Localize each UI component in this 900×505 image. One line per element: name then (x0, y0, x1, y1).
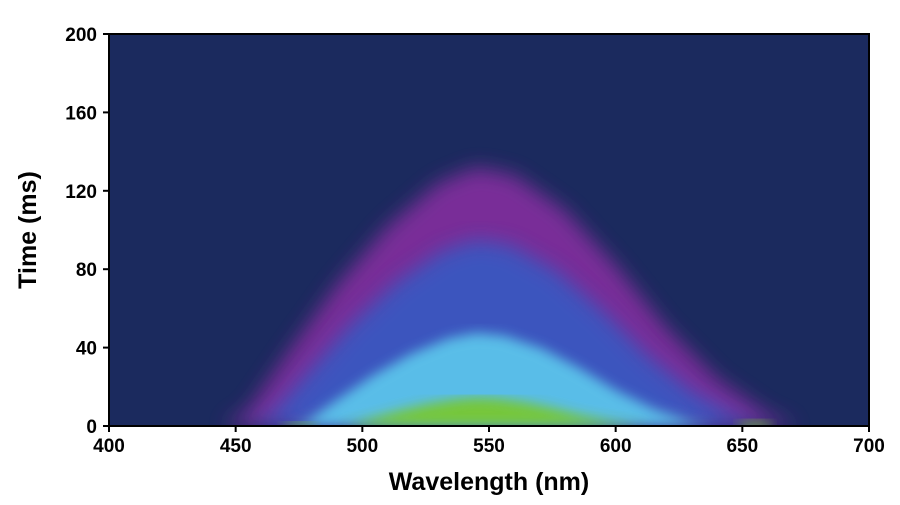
x-tick-label: 650 (726, 436, 758, 457)
x-tick-label: 450 (220, 436, 252, 457)
x-tick-label: 600 (600, 436, 632, 457)
y-tick-label: 40 (76, 339, 97, 360)
y-tick-label: 200 (65, 25, 97, 46)
x-axis-ticks: 400 450 500 550 600 650 700 (93, 426, 885, 457)
x-axis-title: Wavelength (nm) (389, 468, 589, 496)
y-tick-label: 120 (65, 182, 97, 203)
intensity-layer-high (288, 332, 715, 426)
y-axis-ticks: 0 40 80 120 160 200 (65, 25, 109, 438)
x-tick-label: 400 (93, 436, 125, 457)
intensity-layer-peak (337, 397, 654, 426)
y-tick-label: 80 (76, 260, 97, 281)
heatmap-intensity (223, 167, 799, 426)
y-tick-label: 0 (86, 417, 97, 438)
x-tick-label: 550 (473, 436, 505, 457)
x-tick-label: 500 (346, 436, 378, 457)
x-tick-label: 700 (853, 436, 885, 457)
y-tick-label: 160 (65, 103, 97, 124)
y-axis-title: Time (ms) (14, 171, 42, 289)
secondary-peak (737, 420, 773, 426)
